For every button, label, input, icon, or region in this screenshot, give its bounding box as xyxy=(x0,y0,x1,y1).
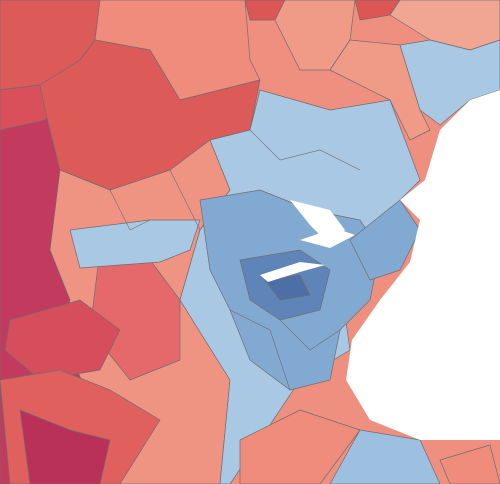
region xyxy=(349,199,421,281)
boundary xyxy=(279,319,341,351)
boundary xyxy=(229,309,291,391)
region xyxy=(329,39,431,141)
region xyxy=(239,409,361,484)
region xyxy=(439,444,500,484)
region xyxy=(4,299,121,381)
boundary xyxy=(109,189,151,231)
boundary xyxy=(169,169,201,231)
boundary xyxy=(249,129,361,171)
region xyxy=(264,274,311,301)
water xyxy=(480,130,500,160)
water xyxy=(300,228,355,248)
water xyxy=(346,90,500,440)
region xyxy=(19,409,111,484)
water xyxy=(260,262,325,282)
region xyxy=(399,39,500,126)
